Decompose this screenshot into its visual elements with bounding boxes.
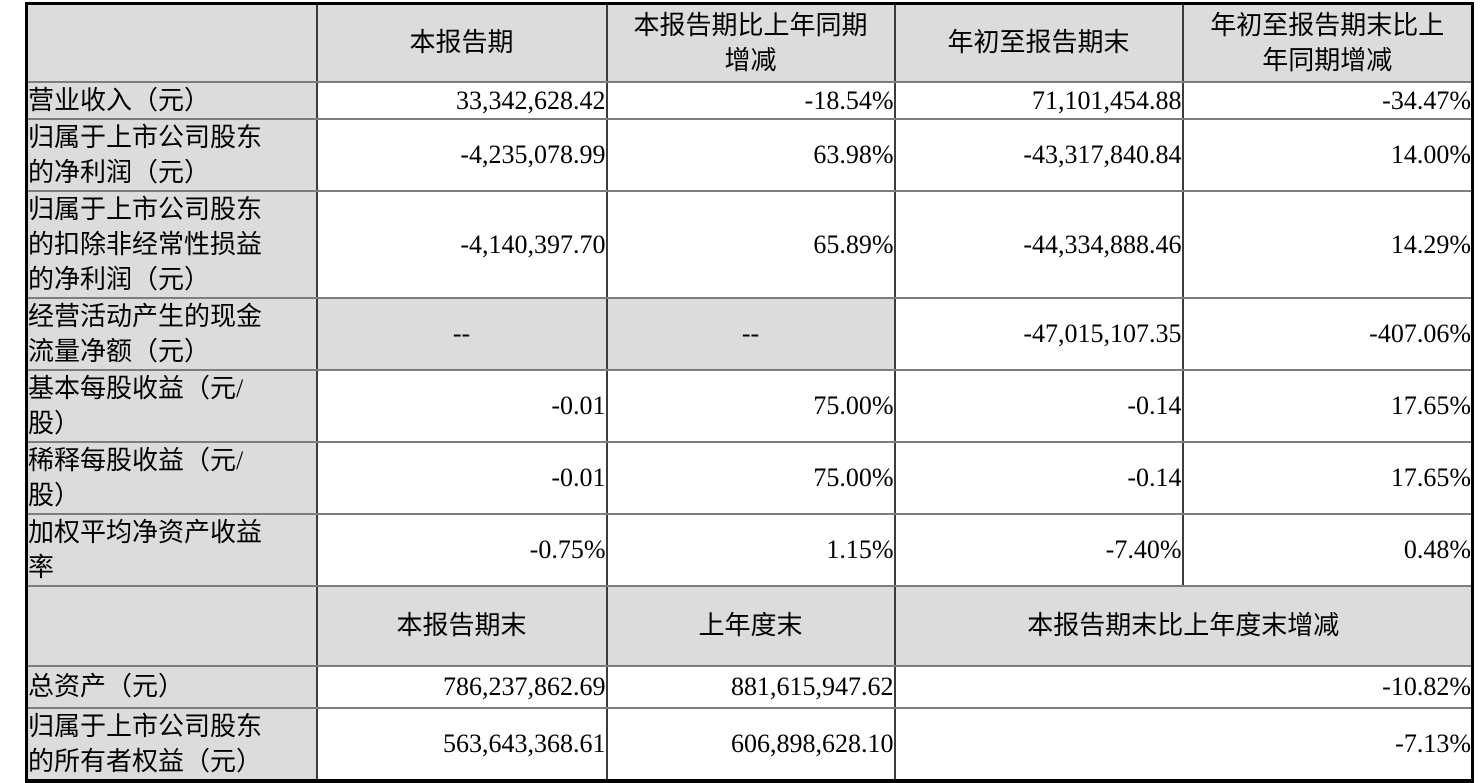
value-cell: 75.00% [605, 440, 896, 515]
col-header-period-end: 本报告期末 [315, 584, 608, 667]
value-cell: 63.98% [605, 117, 896, 192]
not-applicable-cell: -- [315, 296, 608, 371]
table-row: 经营活动产生的现金 流量净额（元） -- -- -47,015,107.35 -… [25, 296, 1474, 371]
metric-label: 归属于上市公司股东 的扣除非经常性损益 的净利润（元） [25, 189, 318, 299]
value-cell: -0.01 [315, 368, 608, 443]
corner-cell [25, 2, 318, 83]
metric-label: 总资产（元） [25, 664, 318, 709]
metric-label: 加权平均净资产收益 率 [25, 512, 318, 587]
value-cell: 14.00% [1181, 117, 1474, 192]
table-row: 稀释每股收益（元/ 股） -0.01 75.00% -0.14 17.65% [25, 440, 1474, 515]
value-cell: -0.14 [893, 440, 1184, 515]
value-cell: -18.54% [605, 80, 896, 120]
value-cell: -0.14 [893, 368, 1184, 443]
value-cell: -34.47% [1181, 80, 1474, 120]
table-row: 归属于上市公司股东 的所有者权益（元） 563,643,368.61 606,8… [25, 706, 1474, 783]
value-cell: -0.75% [315, 512, 608, 587]
value-cell: -47,015,107.35 [893, 296, 1184, 371]
value-cell: -10.82% [893, 664, 1474, 709]
col-header-period: 本报告期 [315, 2, 608, 83]
value-cell: -0.01 [315, 440, 608, 515]
value-cell: -7.13% [893, 706, 1474, 783]
value-cell: 65.89% [605, 189, 896, 299]
col-header-ytd-yoy: 年初至报告期末比上 年同期增减 [1181, 2, 1474, 83]
value-cell: 786,237,862.69 [315, 664, 608, 709]
col-header-ytd: 年初至报告期末 [893, 2, 1184, 83]
metric-label: 稀释每股收益（元/ 股） [25, 440, 318, 515]
table-row: 归属于上市公司股东 的扣除非经常性损益 的净利润（元） -4,140,397.7… [25, 189, 1474, 299]
value-cell: 881,615,947.62 [605, 664, 896, 709]
financial-summary: 本报告期 本报告期比上年同期 增减 年初至报告期末 年初至报告期末比上 年同期增… [25, 2, 1474, 783]
table-row: 基本每股收益（元/ 股） -0.01 75.00% -0.14 17.65% [25, 368, 1474, 443]
metric-label: 归属于上市公司股东 的所有者权益（元） [25, 706, 318, 783]
header-row-period: 本报告期 本报告期比上年同期 增减 年初至报告期末 年初至报告期末比上 年同期增… [25, 2, 1474, 83]
value-cell: -44,334,888.46 [893, 189, 1184, 299]
value-cell: -7.40% [893, 512, 1184, 587]
table-row: 总资产（元） 786,237,862.69 881,615,947.62 -10… [25, 664, 1474, 709]
col-header-period-yoy: 本报告期比上年同期 增减 [605, 2, 896, 83]
metric-label: 归属于上市公司股东 的净利润（元） [25, 117, 318, 192]
value-cell: 0.48% [1181, 512, 1474, 587]
value-cell: 71,101,454.88 [893, 80, 1184, 120]
table-row: 加权平均净资产收益 率 -0.75% 1.15% -7.40% 0.48% [25, 512, 1474, 587]
value-cell: -43,317,840.84 [893, 117, 1184, 192]
value-cell: 1.15% [605, 512, 896, 587]
value-cell: 14.29% [1181, 189, 1474, 299]
value-cell: -4,140,397.70 [315, 189, 608, 299]
metric-label: 营业收入（元） [25, 80, 318, 120]
corner-cell [25, 584, 318, 667]
col-header-period-end-change: 本报告期末比上年度末增减 [893, 584, 1474, 667]
table-row: 营业收入（元） 33,342,628.42 -18.54% 71,101,454… [25, 80, 1474, 120]
col-header-prev-year-end: 上年度末 [605, 584, 896, 667]
header-row-period-end: 本报告期末 上年度末 本报告期末比上年度末增减 [25, 584, 1474, 667]
not-applicable-cell: -- [605, 296, 896, 371]
value-cell: 563,643,368.61 [315, 706, 608, 783]
metric-label: 基本每股收益（元/ 股） [25, 368, 318, 443]
value-cell: 75.00% [605, 368, 896, 443]
value-cell: -4,235,078.99 [315, 117, 608, 192]
value-cell: 17.65% [1181, 368, 1474, 443]
quarterly-financials-table: 本报告期 本报告期比上年同期 增减 年初至报告期末 年初至报告期末比上 年同期增… [25, 2, 1474, 783]
value-cell: 606,898,628.10 [605, 706, 896, 783]
value-cell: 33,342,628.42 [315, 80, 608, 120]
value-cell: -407.06% [1181, 296, 1474, 371]
table-row: 归属于上市公司股东 的净利润（元） -4,235,078.99 63.98% -… [25, 117, 1474, 192]
value-cell: 17.65% [1181, 440, 1474, 515]
metric-label: 经营活动产生的现金 流量净额（元） [25, 296, 318, 371]
